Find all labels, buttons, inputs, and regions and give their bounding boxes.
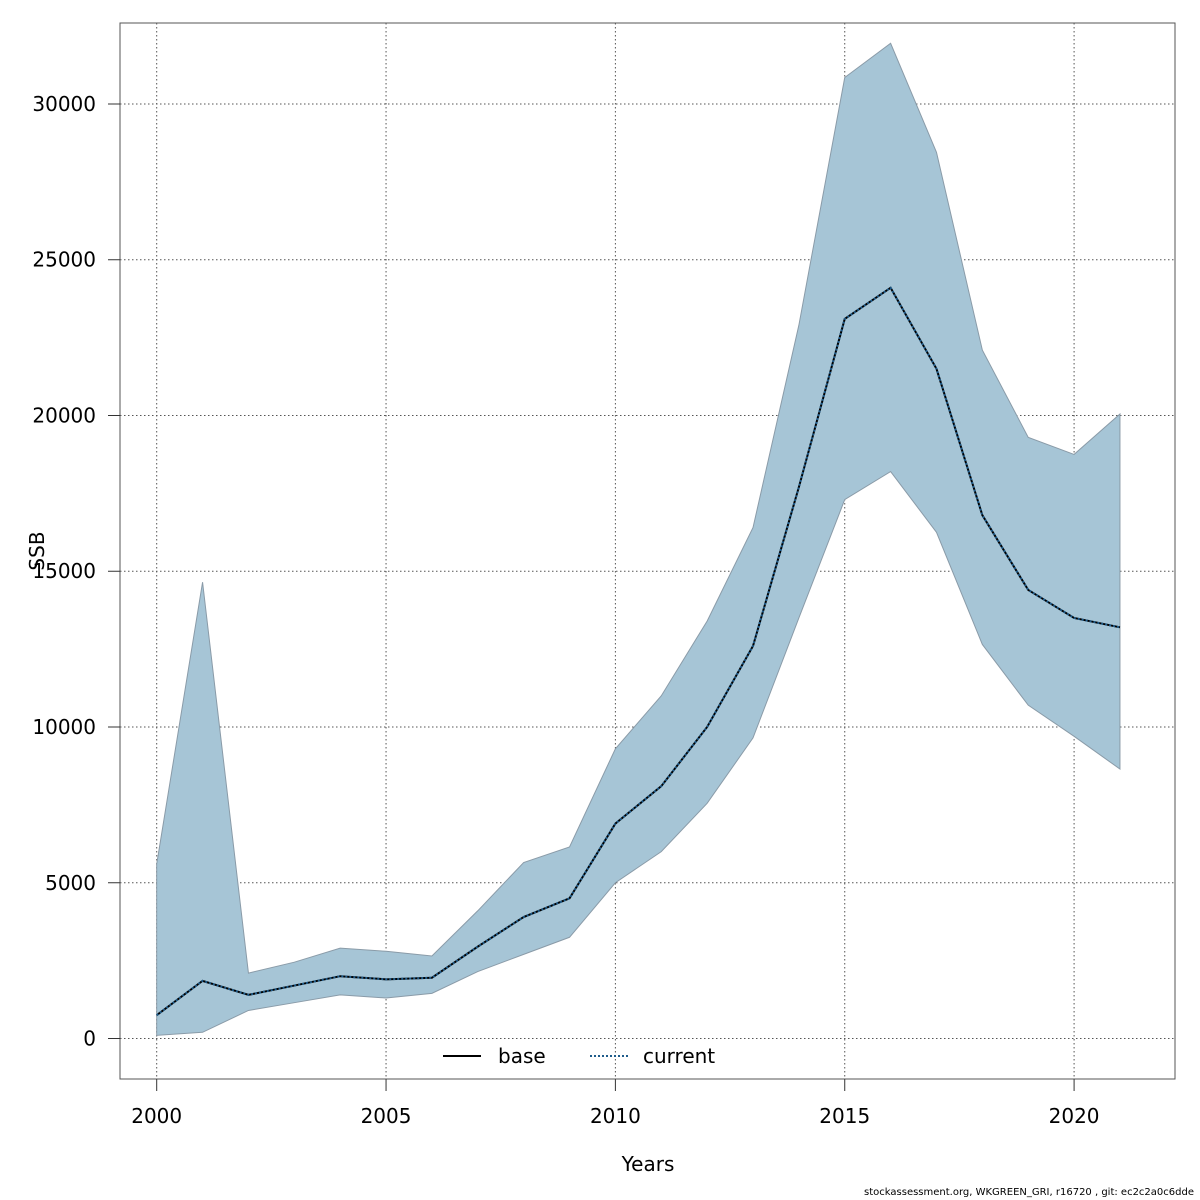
x-tick-label: 2000	[131, 1104, 182, 1128]
confidence-band	[156, 42, 1121, 1036]
y-tick-label: 20000	[32, 403, 96, 427]
legend: base current	[443, 1044, 715, 1068]
x-axis-title: Years	[621, 1152, 675, 1176]
x-tick-label: 2005	[361, 1104, 412, 1128]
y-tick-label: 25000	[32, 248, 96, 272]
x-tick-label: 2020	[1049, 1104, 1100, 1128]
y-tick-label: 15000	[32, 559, 96, 583]
y-tick-label: 30000	[32, 92, 96, 116]
legend-label-current: current	[643, 1044, 715, 1068]
plot-frame	[119, 22, 1176, 1080]
y-tick-label: 5000	[45, 871, 96, 895]
x-tick-label: 2015	[819, 1104, 870, 1128]
x-tick-label: 2010	[590, 1104, 641, 1128]
legend-label-base: base	[498, 1044, 546, 1068]
y-tick-label: 0	[83, 1027, 96, 1051]
y-axis-title: SSB	[25, 531, 49, 570]
x-axis: 2000 2005 2010 2015 2020	[131, 1079, 1100, 1128]
series-lines	[156, 286, 1121, 1016]
y-axis: 0 5000 10000 15000 20000 25000 30000	[32, 92, 120, 1051]
footer-credit: stockassessment.org, WKGREEN_GRI, r16720…	[864, 1187, 1194, 1198]
y-tick-label: 10000	[32, 715, 96, 739]
series-line-base	[156, 286, 1121, 1016]
confidence-band-area	[156, 42, 1121, 1036]
